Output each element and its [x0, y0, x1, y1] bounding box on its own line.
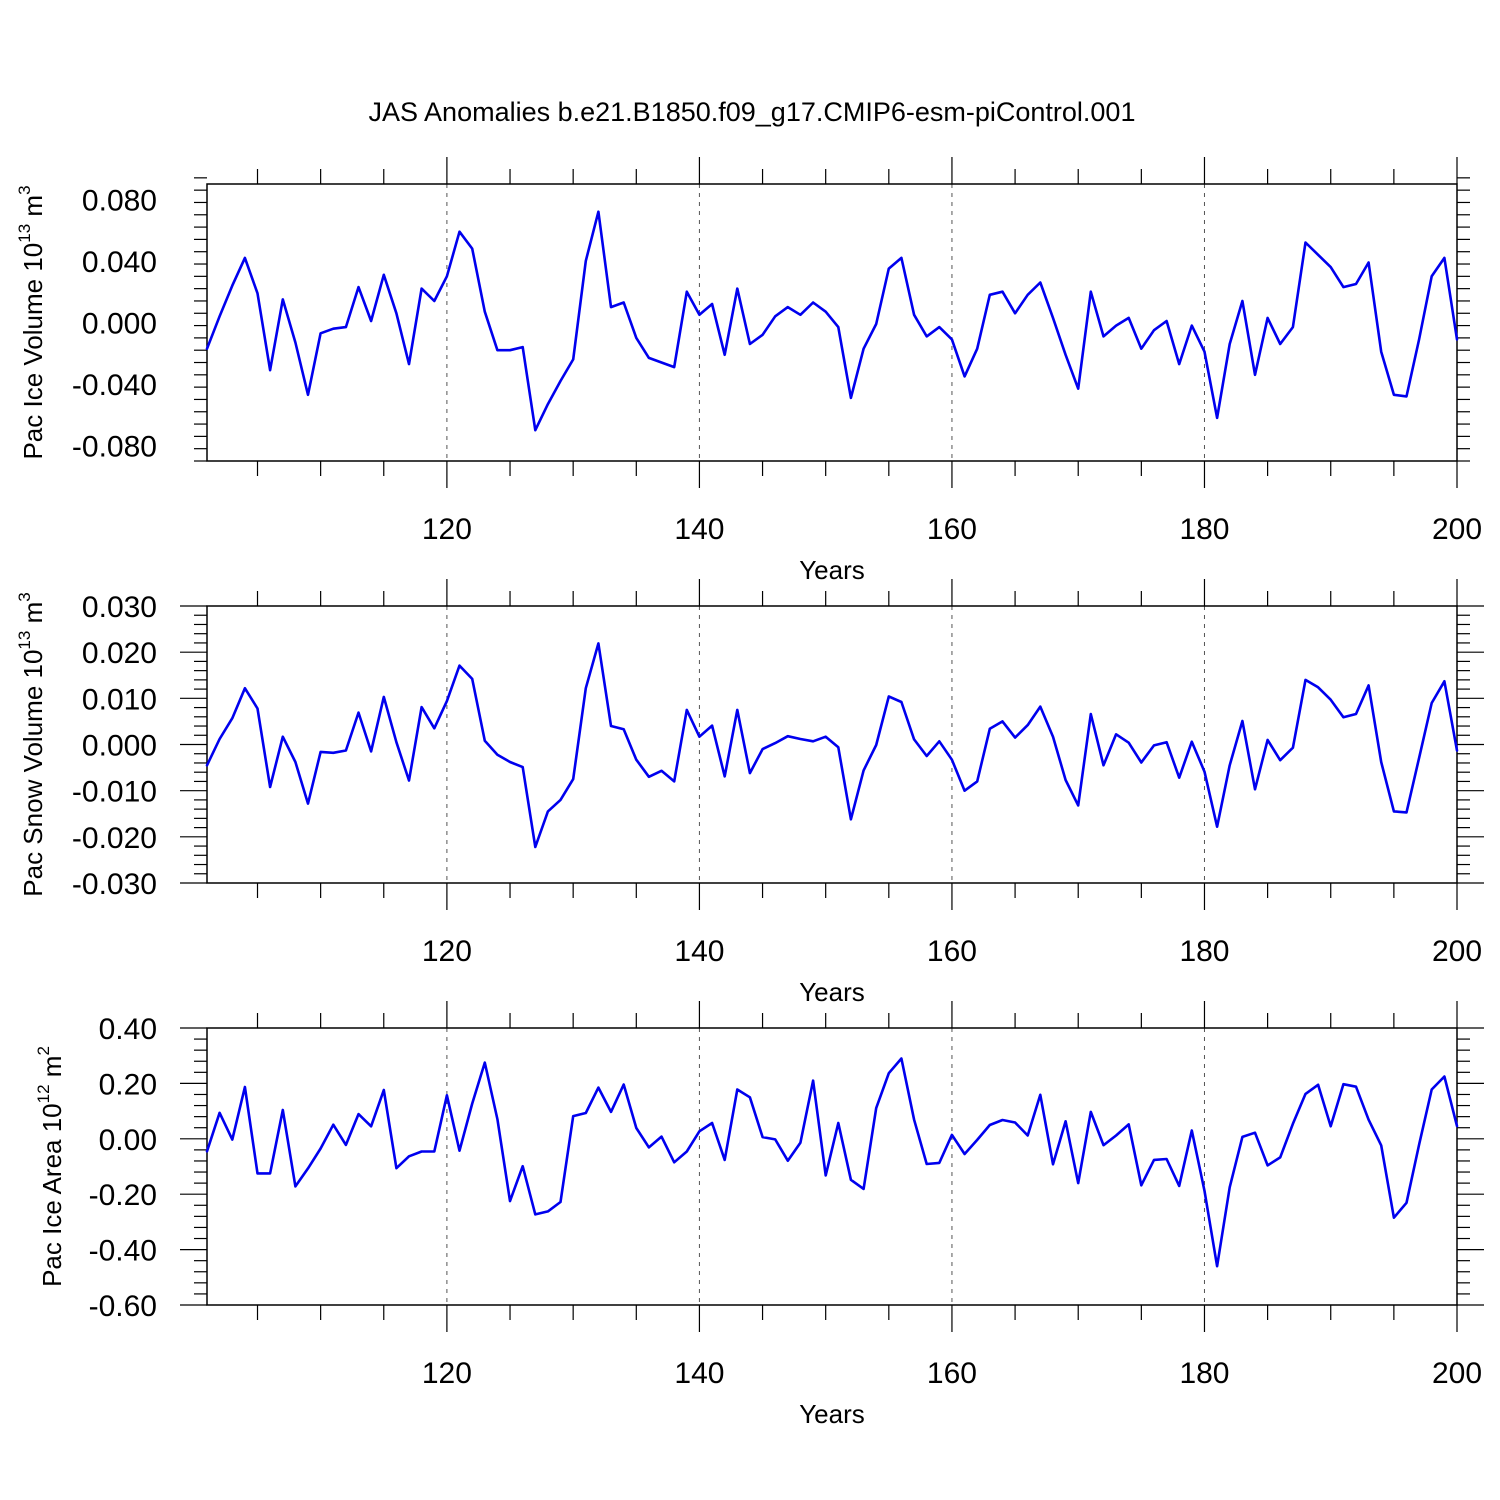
y-axis-title: Pac Ice Volume 1013 m3	[15, 185, 48, 459]
plot-frame	[206, 183, 1458, 462]
x-tick-label: 120	[422, 1357, 472, 1390]
y-tick-label: -0.40	[89, 1235, 157, 1268]
y-tick-label: 0.030	[82, 591, 157, 624]
series-line-1	[205, 642, 1459, 849]
x-axis-title: Years	[799, 555, 865, 585]
y-tick-label: -0.20	[89, 1179, 157, 1212]
x-axis-title: Years	[799, 977, 865, 1007]
panels: 120 140 160 180 200 -0.080 -0.040 0.000 0.040 0.0…	[15, 157, 1484, 1429]
panel-1: 120 140 160 180 200 -0.080 -0.040 0.000 0.040 0.0…	[15, 157, 1482, 585]
y-tick-label: 0.20	[99, 1068, 157, 1101]
x-tick-label: 180	[1179, 1357, 1229, 1390]
y-tick-label: 0.00	[99, 1124, 157, 1157]
x-tick-label: 180	[1179, 513, 1229, 546]
y-tick-label: -0.040	[72, 369, 157, 402]
plot-frame	[206, 1027, 1458, 1306]
y-tick-label: 0.40	[99, 1013, 157, 1046]
y-tick-label: -0.030	[72, 868, 157, 901]
x-tick-label: 120	[422, 513, 472, 546]
x-tick-label: 160	[927, 935, 977, 968]
x-axis-title: Years	[799, 1399, 865, 1429]
x-tick-label: 160	[927, 513, 977, 546]
x-tick-label: 180	[1179, 935, 1229, 968]
x-tick-label: 160	[927, 1357, 977, 1390]
y-tick-label: -0.60	[89, 1290, 157, 1323]
y-tick-label: 0.000	[82, 308, 157, 341]
x-tick-label: 140	[674, 1357, 724, 1390]
y-tick-label: -0.020	[72, 822, 157, 855]
figure-title: JAS Anomalies b.e21.B1850.f09_g17.CMIP6-…	[369, 97, 1136, 127]
x-tick-label: 140	[674, 935, 724, 968]
series-line-1	[205, 210, 1459, 432]
y-tick-label: 0.000	[82, 730, 157, 763]
x-tick-label: 200	[1432, 935, 1482, 968]
series-line-1	[205, 1057, 1459, 1268]
y-tick-label: -0.010	[72, 776, 157, 809]
x-tick-label: 140	[674, 513, 724, 546]
y-tick-label: -0.080	[72, 431, 157, 464]
y-tick-label: 0.080	[82, 184, 157, 217]
y-tick-label: 0.020	[82, 637, 157, 670]
x-tick-label: 200	[1432, 513, 1482, 546]
y-axis-title: Pac Ice Area 1012 m2	[34, 1046, 67, 1287]
y-axis-title: Pac Snow Volume 1013 m3	[15, 592, 48, 896]
y-tick-label: 0.040	[82, 246, 157, 279]
x-tick-label: 200	[1432, 1357, 1482, 1390]
x-tick-label: 120	[422, 935, 472, 968]
panel-2: 120 140 160 180 200 -0.030 -0.020 -0.010 0.000 0.…	[15, 579, 1484, 1007]
panel-3: 120 140 160 180 200 -0.60 -0.40 -0.20 0.00 0.20 0.…	[34, 1001, 1484, 1429]
y-tick-label: 0.010	[82, 683, 157, 716]
